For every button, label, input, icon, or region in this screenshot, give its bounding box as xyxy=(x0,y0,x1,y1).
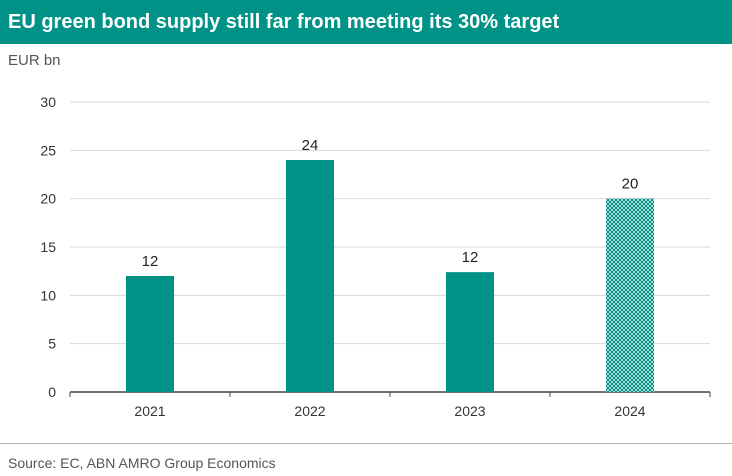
y-tick-label: 25 xyxy=(40,142,56,158)
bar-chart: 0 5 10 15 20 25 30 12 2021 24 2022 12 2023 20 2024 xyxy=(40,94,711,419)
footer-divider xyxy=(0,443,732,444)
data-label: 20 xyxy=(622,176,639,193)
y-tick-label: 0 xyxy=(48,384,56,400)
data-label: 12 xyxy=(142,253,159,270)
bar xyxy=(126,276,174,392)
y-tick-label: 20 xyxy=(40,191,56,207)
source-note: Source: EC, ABN AMRO Group Economics xyxy=(8,455,276,471)
data-label: 24 xyxy=(302,137,319,154)
x-tick-label: 2021 xyxy=(134,403,165,419)
x-tick-label: 2023 xyxy=(454,403,485,419)
y-tick-label: 10 xyxy=(40,287,56,303)
x-tick-label: 2022 xyxy=(294,403,325,419)
bar-projected xyxy=(606,198,654,392)
chart-title: EU green bond supply still far from meet… xyxy=(0,0,732,44)
bar xyxy=(446,272,494,392)
y-tick-label: 15 xyxy=(40,239,56,255)
data-label: 12 xyxy=(462,249,479,266)
bar xyxy=(286,160,334,392)
y-tick-label: 30 xyxy=(40,94,56,110)
y-axis-unit-label: EUR bn xyxy=(8,52,61,69)
x-tick-label: 2024 xyxy=(614,403,645,419)
y-tick-label: 5 xyxy=(48,336,56,352)
